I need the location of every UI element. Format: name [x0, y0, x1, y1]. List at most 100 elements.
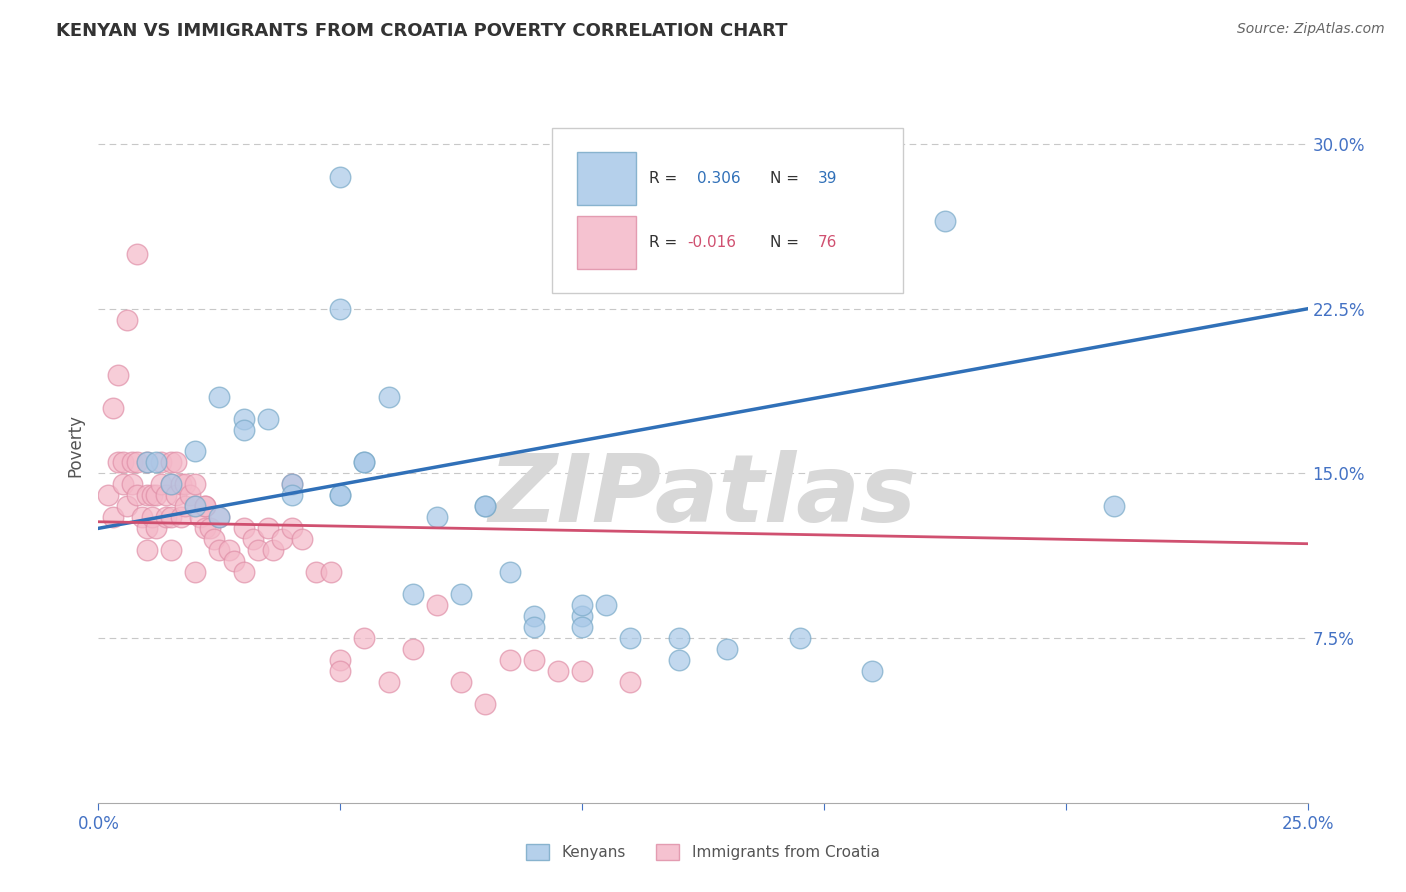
Point	[474, 500, 496, 514]
Point	[377, 675, 399, 690]
Point	[242, 533, 264, 547]
Point	[402, 642, 425, 657]
FancyBboxPatch shape	[578, 152, 637, 205]
Point	[474, 500, 496, 514]
Point	[169, 510, 191, 524]
Point	[127, 455, 149, 469]
Point	[160, 477, 183, 491]
Point	[155, 488, 177, 502]
Point	[305, 566, 328, 580]
Point	[150, 477, 173, 491]
Point	[329, 488, 352, 502]
Point	[127, 247, 149, 261]
Point	[789, 631, 811, 645]
Point	[934, 214, 956, 228]
Point	[281, 521, 304, 535]
Point	[329, 488, 352, 502]
Point	[160, 455, 183, 469]
Point	[141, 488, 163, 502]
Point	[523, 653, 546, 667]
Point	[319, 566, 342, 580]
Y-axis label: Poverty: Poverty	[66, 415, 84, 477]
Point	[353, 631, 375, 645]
Point	[668, 653, 690, 667]
Point	[716, 642, 738, 657]
Point	[204, 533, 226, 547]
Text: -0.016: -0.016	[688, 235, 737, 250]
Point	[523, 620, 546, 634]
Point	[353, 455, 375, 469]
Point	[571, 620, 593, 634]
Point	[117, 312, 139, 326]
Point	[121, 477, 143, 491]
Text: 0.306: 0.306	[697, 171, 741, 186]
Point	[329, 169, 352, 184]
Point	[107, 368, 129, 382]
Point	[101, 510, 124, 524]
Point	[111, 477, 134, 491]
Point	[426, 510, 449, 524]
Point	[232, 411, 254, 425]
Point	[184, 477, 207, 491]
Point	[377, 390, 399, 404]
Point	[523, 609, 546, 624]
Point	[174, 477, 197, 491]
Point	[169, 477, 191, 491]
Point	[571, 664, 593, 678]
Text: R =: R =	[648, 171, 676, 186]
Point	[450, 675, 472, 690]
Point	[1102, 500, 1125, 514]
Point	[474, 697, 496, 711]
Point	[619, 675, 641, 690]
Point	[107, 455, 129, 469]
Point	[571, 598, 593, 612]
Point	[188, 510, 211, 524]
Point	[127, 488, 149, 502]
Point	[184, 566, 207, 580]
Point	[97, 488, 120, 502]
Text: R =: R =	[648, 235, 676, 250]
Point	[117, 500, 139, 514]
Point	[160, 510, 183, 524]
Point	[141, 510, 163, 524]
Point	[256, 411, 278, 425]
Point	[222, 554, 245, 568]
Point	[155, 510, 177, 524]
Point	[198, 521, 221, 535]
Text: N =: N =	[769, 171, 799, 186]
Point	[218, 543, 240, 558]
Point	[111, 455, 134, 469]
Point	[194, 500, 217, 514]
Point	[232, 566, 254, 580]
Point	[194, 521, 217, 535]
Text: 39: 39	[818, 171, 838, 186]
Point	[329, 301, 352, 316]
Point	[101, 401, 124, 415]
Point	[668, 631, 690, 645]
Point	[329, 653, 352, 667]
Point	[281, 477, 304, 491]
Point	[619, 631, 641, 645]
Point	[150, 455, 173, 469]
Point	[135, 543, 157, 558]
Legend: Kenyans, Immigrants from Croatia: Kenyans, Immigrants from Croatia	[520, 838, 886, 866]
Point	[353, 455, 375, 469]
Point	[450, 587, 472, 601]
Point	[232, 423, 254, 437]
Point	[208, 543, 231, 558]
Point	[232, 521, 254, 535]
Point	[281, 477, 304, 491]
FancyBboxPatch shape	[578, 216, 637, 269]
Point	[290, 533, 312, 547]
Text: KENYAN VS IMMIGRANTS FROM CROATIA POVERTY CORRELATION CHART: KENYAN VS IMMIGRANTS FROM CROATIA POVERT…	[56, 22, 787, 40]
Point	[571, 609, 593, 624]
Point	[135, 455, 157, 469]
Point	[160, 477, 183, 491]
Text: 76: 76	[818, 235, 837, 250]
Text: ZIPatlas: ZIPatlas	[489, 450, 917, 542]
Point	[208, 390, 231, 404]
Point	[131, 510, 153, 524]
Point	[174, 500, 197, 514]
Point	[184, 500, 207, 514]
Point	[262, 543, 284, 558]
